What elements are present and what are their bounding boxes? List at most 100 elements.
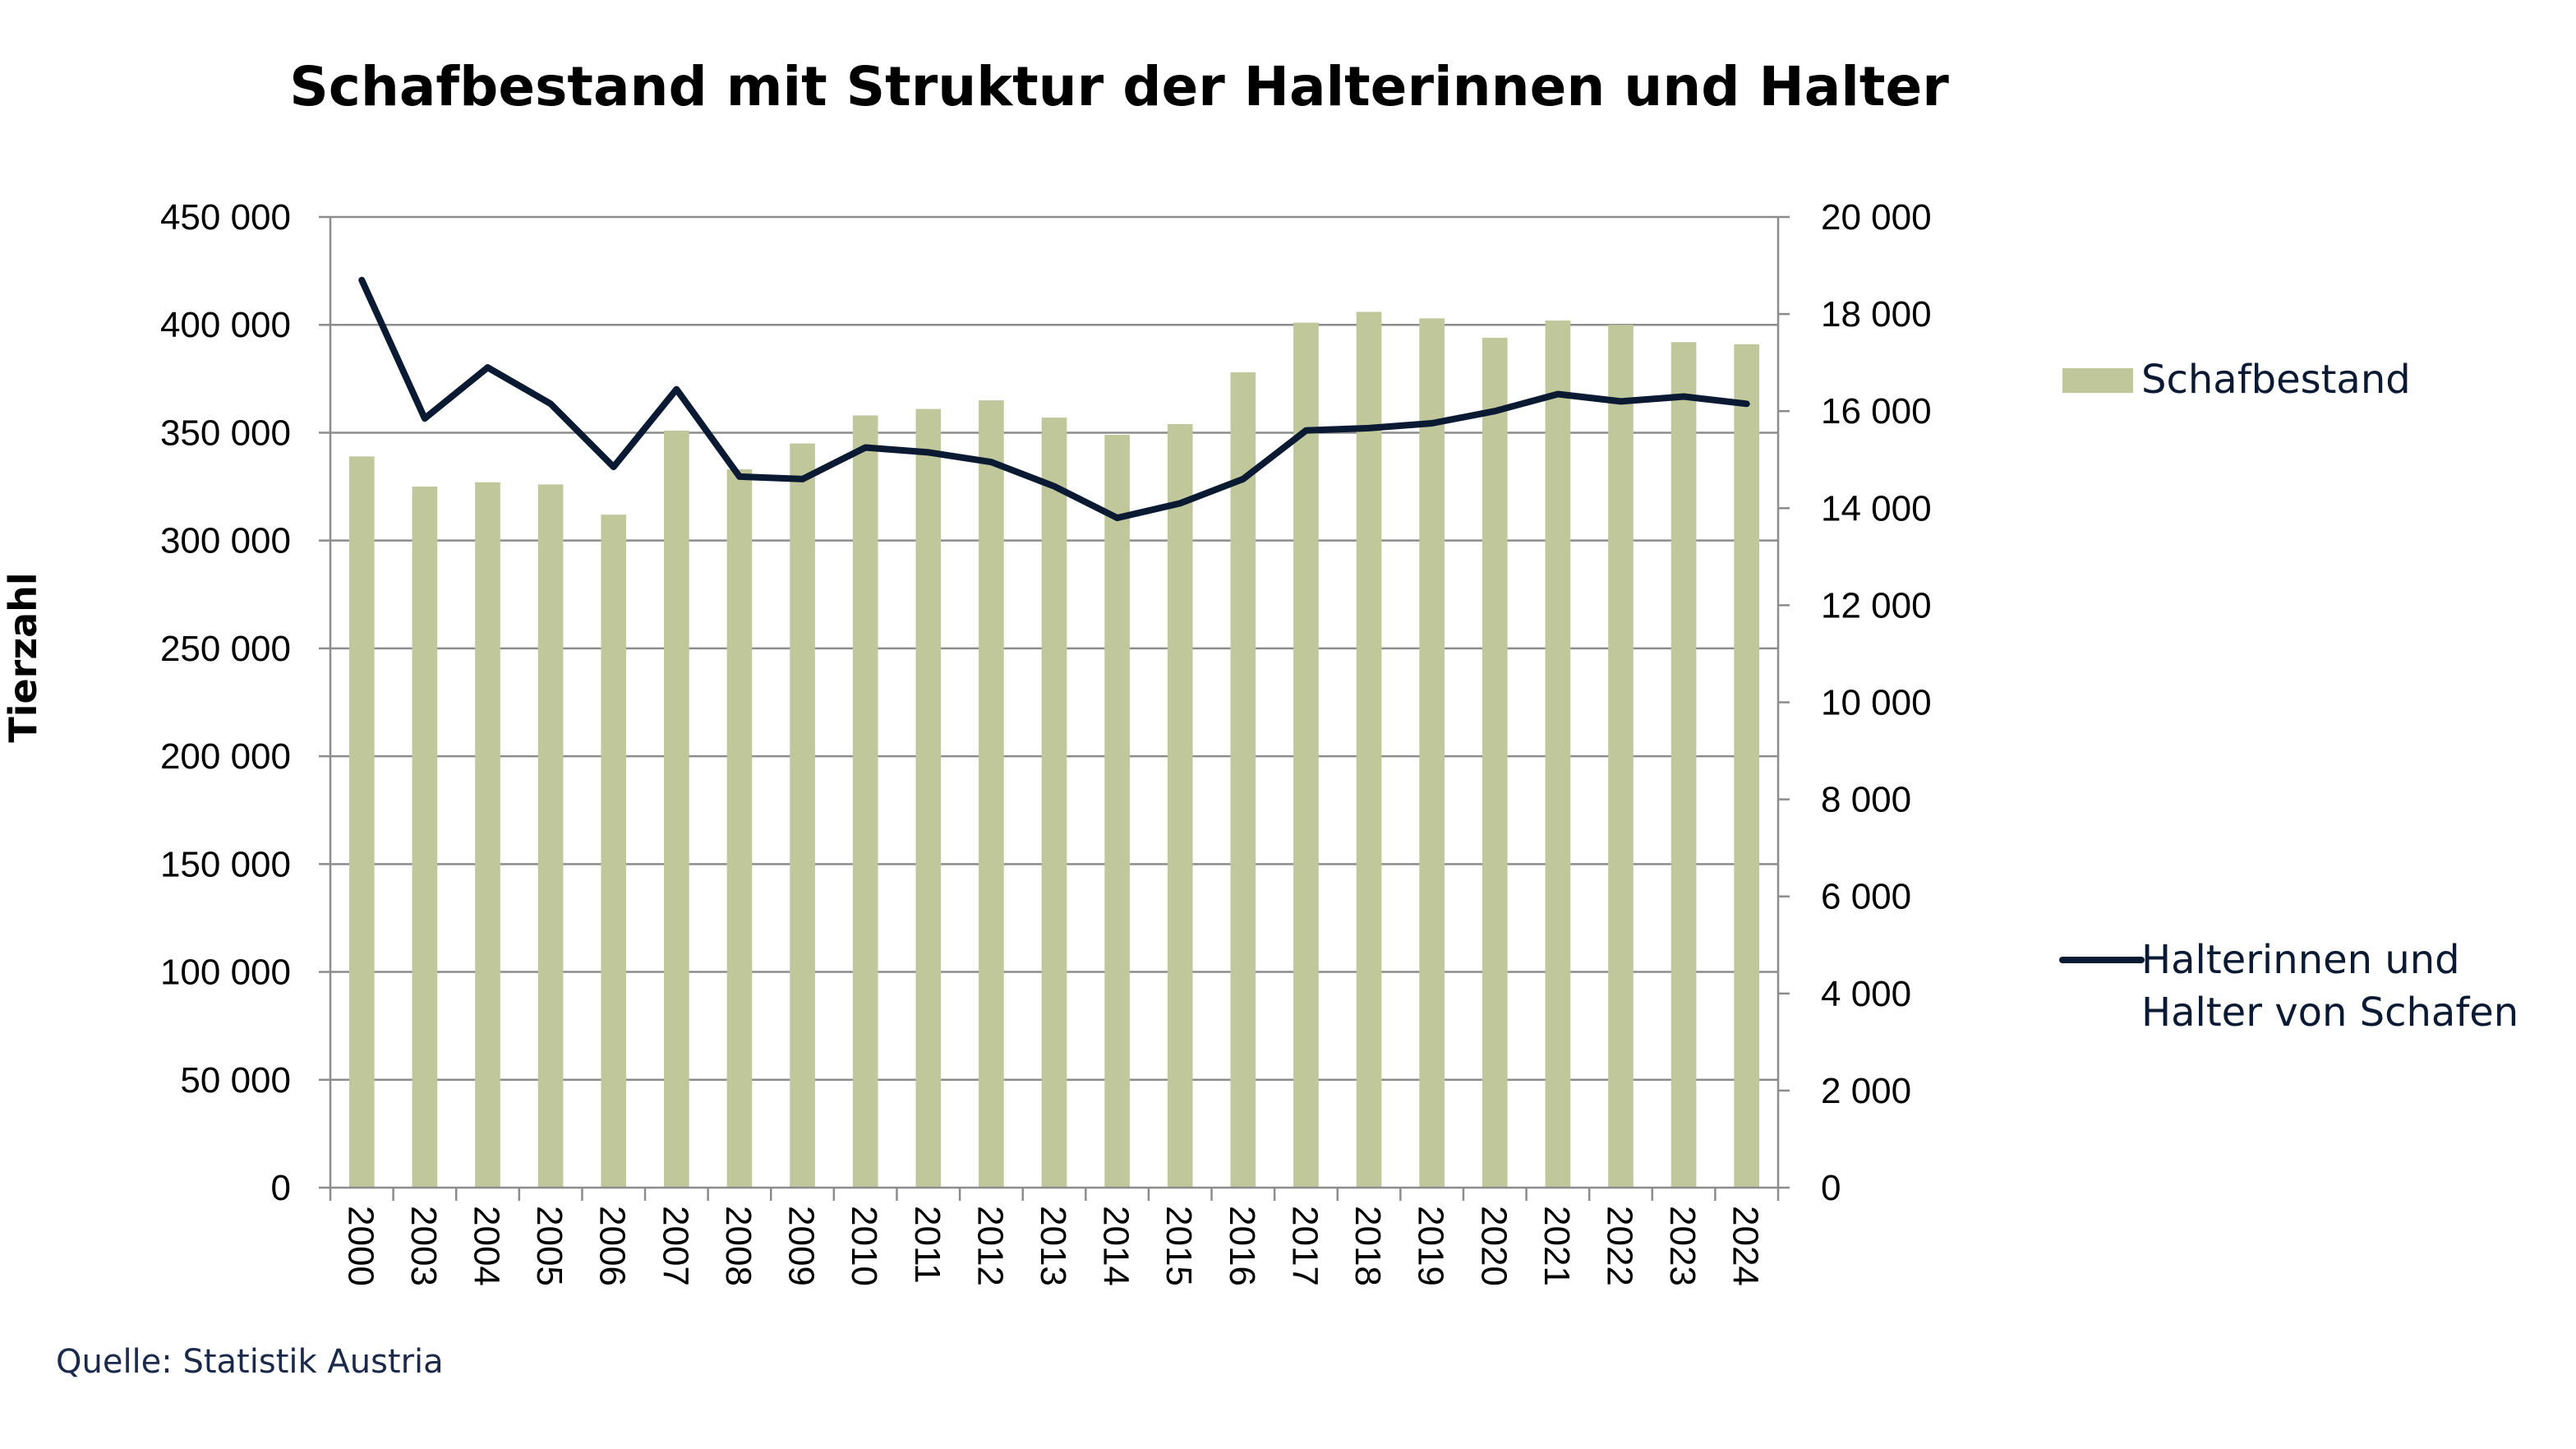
bar-2011 [915, 408, 942, 1188]
bar-2017 [1293, 322, 1319, 1188]
bar-2003 [412, 487, 438, 1188]
line-point-2000 [361, 279, 363, 281]
line-point-2017 [1305, 429, 1307, 431]
y-tick-label: 100 000 [160, 953, 291, 993]
bar-2013 [1041, 418, 1067, 1188]
x-tick-label: 2017 [1284, 1206, 1325, 1286]
x-tick-label: 2022 [1599, 1206, 1639, 1286]
bar-2004 [475, 482, 500, 1188]
bar-2005 [537, 484, 564, 1188]
x-tick-label: 2010 [844, 1206, 884, 1286]
bar-2019 [1419, 318, 1445, 1188]
line-point-2020 [1494, 410, 1496, 413]
line-point-2022 [1620, 400, 1622, 403]
y2-tick-label: 20 000 [1821, 197, 1932, 238]
line-point-2015 [1179, 502, 1182, 505]
x-tick-label: 2016 [1222, 1206, 1262, 1286]
x-tick-label: 2007 [655, 1206, 695, 1286]
x-tick-label: 2023 [1662, 1206, 1703, 1286]
line-point-2024 [1745, 403, 1748, 405]
line-point-2018 [1368, 427, 1371, 429]
y-axis-title: Tierzahl [1, 572, 45, 742]
x-tick-label: 2011 [907, 1206, 947, 1284]
line-point-2010 [864, 446, 867, 449]
x-tick-label: 2005 [529, 1206, 569, 1286]
x-tick-label: 2008 [718, 1206, 758, 1286]
line-point-2014 [1116, 517, 1118, 519]
bar-2021 [1545, 320, 1571, 1188]
source-note: Quelle: Statistik Austria [56, 1343, 444, 1381]
y-tick-label: 150 000 [160, 844, 291, 884]
y2-tick-label: 14 000 [1821, 488, 1932, 528]
legend: Schafbestand Halterinnen und Halter von … [2059, 357, 2518, 1036]
y-tick-label: 300 000 [160, 521, 291, 561]
bar-2016 [1230, 371, 1256, 1188]
x-axis-tick-labels: 2000 2003 2004 2005 2006 2007 2008 2009 2010 2011… [340, 1206, 1765, 1286]
x-tick-label: 2018 [1348, 1206, 1388, 1286]
y-axis-tick-labels: 0 50 000 100 000 150 000 200 000 250 000 300 0… [160, 197, 291, 1208]
line-point-2007 [675, 388, 678, 390]
x-tick-label: 2012 [970, 1206, 1010, 1286]
line-point-2004 [486, 367, 489, 369]
bar-2015 [1167, 423, 1193, 1188]
y2-tick-label: 10 000 [1821, 683, 1932, 723]
y-tick-label: 250 000 [160, 629, 291, 669]
bar-2008 [726, 469, 753, 1188]
line-point-2013 [1053, 485, 1055, 487]
x-tick-label: 2003 [403, 1206, 444, 1286]
bar-series [348, 311, 1760, 1188]
line-point-2011 [927, 451, 929, 454]
bar-2000 [348, 456, 375, 1188]
line-series [358, 276, 1750, 522]
x-tick-label: 2013 [1033, 1206, 1073, 1286]
line-point-2003 [423, 418, 426, 420]
bar-2009 [790, 443, 815, 1188]
line-point-2021 [1556, 393, 1559, 395]
bar-2007 [664, 430, 689, 1188]
bar-2012 [979, 400, 1004, 1188]
y-tick-label: 450 000 [160, 197, 291, 238]
legend-label-halter-line-2: Halter von Schafen [2141, 990, 2518, 1036]
y2-tick-label: 8 000 [1821, 780, 1911, 820]
y2-tick-label: 6 000 [1821, 877, 1911, 917]
x-tick-label: 2014 [1096, 1206, 1136, 1286]
y2-axis-tick-labels: 0 2 000 4 000 6 000 8 000 10 000 12 000 14 000 1… [1821, 197, 1932, 1208]
y2-tick-label: 2 000 [1821, 1071, 1911, 1111]
chart-title: Schafbestand mit Struktur der Halterinne… [289, 55, 1949, 118]
x-tick-label: 2000 [340, 1206, 380, 1286]
bar-2010 [852, 415, 878, 1188]
line-point-2006 [612, 466, 615, 468]
bar-2020 [1482, 337, 1508, 1188]
y-tick-label: 0 [271, 1168, 291, 1208]
y-tick-label: 350 000 [160, 413, 291, 453]
line-point-2023 [1683, 395, 1685, 398]
x-tick-label: 2019 [1411, 1206, 1451, 1286]
y2-tick-label: 18 000 [1821, 294, 1932, 335]
bar-2014 [1104, 435, 1130, 1188]
y2-tick-label: 4 000 [1821, 974, 1911, 1014]
line-point-2012 [990, 461, 993, 464]
bar-2006 [601, 515, 627, 1188]
x-tick-label: 2004 [467, 1206, 507, 1286]
y2-tick-label: 12 000 [1821, 585, 1932, 625]
line-point-2005 [550, 403, 552, 405]
x-tick-label: 2020 [1473, 1206, 1514, 1286]
x-tick-label: 2006 [592, 1206, 633, 1286]
legend-label-schafbestand: Schafbestand [2141, 357, 2411, 403]
line-point-2019 [1431, 422, 1433, 424]
y2-tick-label: 0 [1821, 1168, 1841, 1208]
y2-tick-label: 16 000 [1821, 391, 1932, 431]
line-point-2009 [801, 478, 804, 480]
line-point-2008 [738, 475, 740, 478]
x-tick-label: 2024 [1726, 1206, 1766, 1286]
legend-label-halter-line-1: Halterinnen und [2141, 937, 2460, 983]
y-tick-label: 400 000 [160, 305, 291, 345]
x-tick-label: 2021 [1537, 1206, 1577, 1286]
axes [319, 215, 1790, 1201]
y-tick-label: 200 000 [160, 736, 291, 777]
bar-2024 [1734, 344, 1760, 1188]
line-point-2016 [1242, 478, 1244, 480]
bar-2022 [1608, 325, 1634, 1188]
